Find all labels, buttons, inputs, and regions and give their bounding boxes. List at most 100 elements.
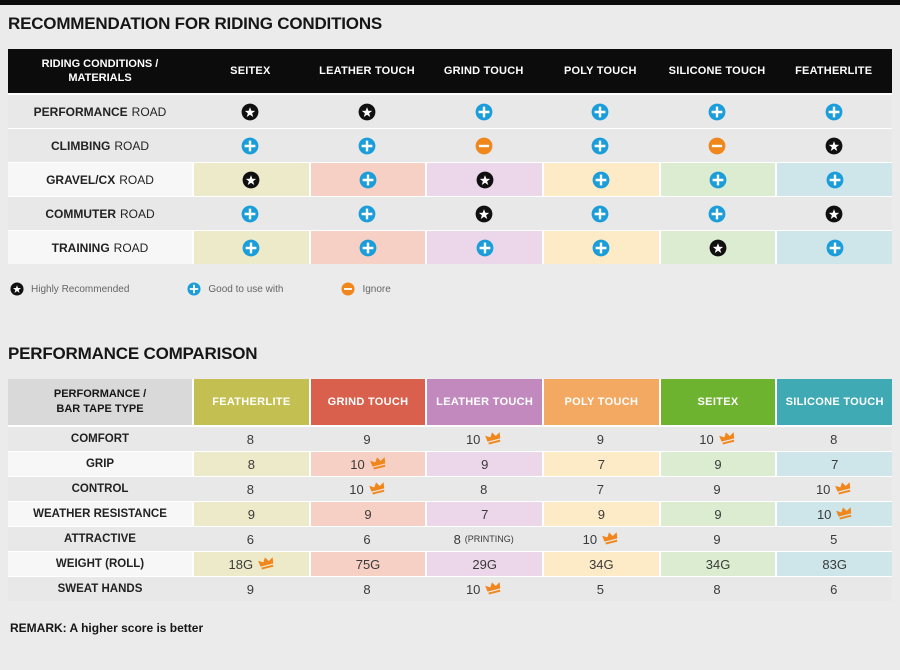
performance-row: SWEAT HANDS 9 8 10 5 8 6 [8,577,892,601]
score-cell: 9 [425,452,543,476]
score-cell: 75G [308,552,426,576]
score-cell: 9 [713,531,721,547]
legend-label: Ignore [362,283,391,295]
score-cell: 9 [308,502,426,526]
rating-cell [542,231,659,264]
star-icon [709,239,727,256]
score-cell: 10 [425,427,542,451]
minus-icon [475,137,493,154]
riding-header-col-1: LEATHER TOUCH [319,65,415,77]
performance-row: ATTRACTIVE 6 6 8 (PRINTING) 10 9 5 [8,527,892,551]
rating-cell [659,197,776,230]
crown-icon [485,580,503,596]
score-cell: 9 [713,481,721,497]
performance-row-label: GRIP [8,452,192,476]
performance-row-label: COMFORT [70,433,130,445]
score-cell: 9 [658,502,776,526]
rating-cell [425,95,542,128]
plus-icon [826,239,844,256]
crown-icon [835,480,853,496]
plus-icon [591,205,609,222]
plus-icon [591,103,609,120]
rating-cell [775,231,893,264]
minus-icon [341,282,355,296]
rating-cell [775,95,892,128]
legend-item: Good to use with [187,282,283,296]
riding-header-col-5: FEATHERLITE [795,65,873,77]
plus-icon [187,282,201,296]
crown-icon [258,555,276,571]
performance-row-label: WEATHER RESISTANCE [8,502,192,526]
performance-row: WEIGHT (ROLL) 18G 75G 29G 34G 34G 83G [8,552,893,576]
score-cell: 7 [775,452,893,476]
score-note: (PRINTING) [464,534,514,544]
rating-legend: Highly Recommended Good to use with Ignore [10,282,892,296]
plus-icon [359,171,377,188]
score-cell: 10 [542,527,659,551]
score-cell: 18G [192,552,309,576]
plus-icon [359,239,377,256]
plus-icon [708,205,726,222]
performance-header-col-2: LEATHER TOUCH [425,379,543,425]
plus-icon [358,205,376,222]
score-cell: 8 [830,431,838,447]
performance-header-col-4: SEITEX [658,379,776,425]
rating-cell [309,129,426,162]
performance-row-label: SWEAT HANDS [57,583,143,595]
riding-row-label: CLIMBING ROAD [51,138,149,153]
rating-cell [192,129,309,162]
score-cell: 9 [363,431,371,447]
rating-cell [425,197,542,230]
rating-cell [542,129,659,162]
score-cell: 83G [775,552,893,576]
star-icon [475,205,493,222]
rating-cell [775,129,892,162]
top-bar [0,0,900,5]
score-cell: 10 [659,427,776,451]
rating-cell [659,95,776,128]
performance-header-col-1: GRIND TOUCH [308,379,426,425]
riding-row: CLIMBING ROAD [8,129,892,162]
crown-icon [602,530,620,546]
performance-row: GRIP 8 10 9 7 9 7 [8,452,893,476]
rating-cell [308,163,426,196]
plus-icon [708,103,726,120]
performance-row: WEATHER RESISTANCE 9 9 7 9 9 10 [8,502,893,526]
score-cell: 5 [596,581,604,597]
section1-title: RECOMMENDATION FOR RIDING CONDITIONS [8,14,383,33]
performance-row-label: ATTRACTIVE [64,533,136,545]
star-icon [825,205,843,222]
score-cell: 10 [308,452,426,476]
plus-icon [825,103,843,120]
legend-label: Highly Recommended [31,283,130,295]
score-cell: 9 [596,431,604,447]
performance-header-col-0: FEATHERLITE [192,379,309,425]
score-cell: 6 [830,581,838,597]
performance-comparison-table: PERFORMANCE / BAR TAPE TYPE FEATHERLITE GRI… [8,379,893,601]
riding-row-label: TRAINING ROAD [8,231,192,264]
star-icon [242,171,260,188]
riding-row: PERFORMANCE ROAD [8,95,892,128]
rating-cell [775,163,893,196]
star-icon [825,137,843,154]
score-cell: 10 [775,502,893,526]
rating-cell [658,231,776,264]
plus-icon [475,103,493,120]
riding-header-col-4: SILICONE TOUCH [668,65,766,77]
score-cell: 8 [713,581,721,597]
riding-conditions-table-header: RIDING CONDITIONS / MATERIALS SEITEX LEATHE… [8,49,892,93]
section2-title: PERFORMANCE COMPARISON [8,344,258,363]
rating-cell [542,197,659,230]
score-cell: 6 [363,531,371,547]
performance-row: CONTROL 8 10 8 7 9 10 [8,477,892,501]
riding-conditions-table-body: PERFORMANCE ROAD CLIMBING ROAD GRAVEL/CX R… [8,95,893,264]
plus-icon [592,239,610,256]
riding-row-label: PERFORMANCE ROAD [33,104,167,119]
plus-icon [592,171,610,188]
remark: REMARK: A higher score is better [10,621,204,635]
riding-header-col-3: POLY TOUCH [563,65,637,77]
score-cell: 7 [542,452,659,476]
score-cell: 7 [425,502,543,526]
performance-table-body: COMFORT 8 9 10 9 10 8 GRIP 8 10 9 7 9 7 CONTROL 8 10 8 7 9 1… [8,427,893,601]
crown-icon [485,430,503,446]
